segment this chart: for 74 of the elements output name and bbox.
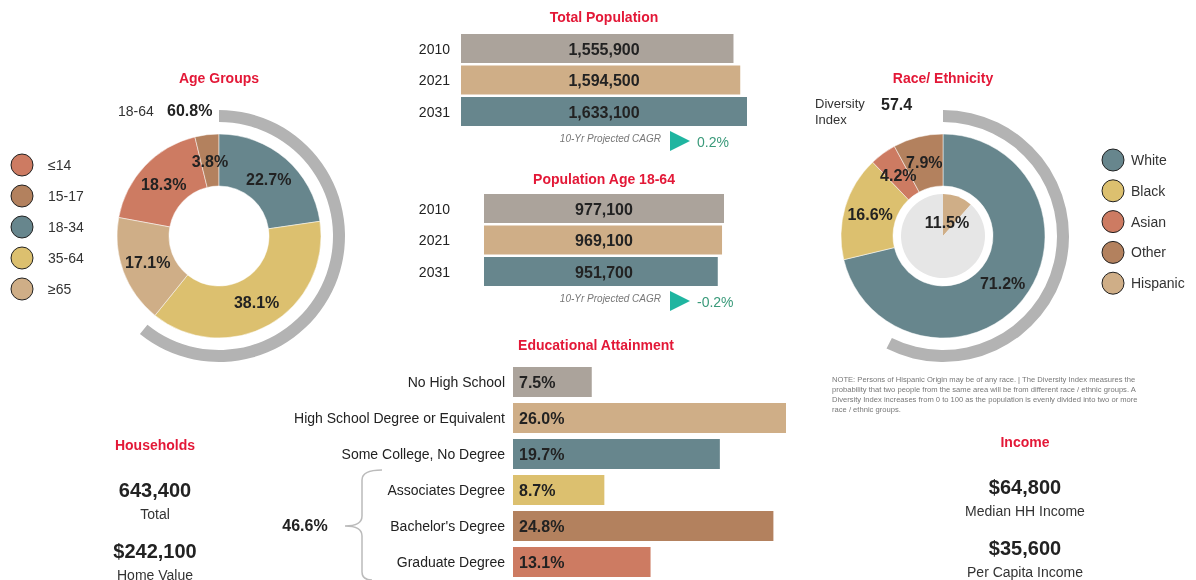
text: Total	[140, 506, 170, 522]
bar	[513, 367, 592, 397]
data-label: 1,594,500	[568, 72, 640, 89]
text: 46.6%	[282, 517, 328, 534]
chart-title: Total Population	[549, 9, 659, 25]
text: 10-Yr Projected CAGR	[559, 293, 661, 304]
y-tick-label: 2031	[418, 263, 451, 280]
data-label: 11.5%	[924, 214, 970, 231]
text: 643,400	[118, 479, 192, 501]
y-tick-label: No High School	[407, 374, 505, 390]
legend-label: Asian	[1131, 213, 1167, 230]
text: 0.2%	[697, 134, 729, 150]
data-label: 26.0%	[519, 410, 565, 427]
data-label: 38.1%	[233, 294, 280, 312]
y-tick-label: Bachelor's Degree	[390, 518, 506, 534]
bar	[513, 475, 605, 505]
pie-slice	[901, 194, 985, 278]
bar	[513, 547, 651, 577]
text: 10-Yr Projected CAGR	[559, 133, 661, 144]
legend-label: Hispanic	[1131, 275, 1185, 292]
text: Income	[1000, 434, 1050, 450]
chart-title: Educational Attainment	[518, 337, 675, 353]
data-label: 18.3%	[141, 175, 187, 193]
data-label: 1,555,900	[568, 40, 640, 58]
data-label: 71.2%	[979, 275, 1026, 293]
y-tick-label: High School Degree or Equivalent	[294, 410, 506, 426]
text: Per Capita Income	[967, 564, 1084, 580]
data-label: 7.5%	[519, 374, 556, 391]
data-label: 16.6%	[847, 206, 893, 224]
text: $35,600	[988, 537, 1062, 559]
legend-label: Black	[1131, 182, 1167, 199]
chart-title: Race/ Ethnicity	[892, 70, 994, 86]
legend-label: White	[1131, 152, 1167, 168]
y-tick-label: 2031	[418, 103, 451, 120]
data-label: 13.1%	[519, 554, 565, 571]
text: Median HH Income	[965, 503, 1086, 519]
data-label: 8.7%	[519, 482, 556, 499]
data-label: 24.8%	[519, 518, 565, 535]
text: Home Value	[116, 567, 194, 580]
chart-title: Age Groups	[178, 70, 260, 86]
text: 57.4	[881, 96, 913, 113]
bar	[513, 439, 720, 469]
bar	[513, 511, 774, 541]
y-tick-label: Some College, No Degree	[341, 446, 506, 462]
legend-label: Other	[1131, 244, 1167, 261]
y-tick-label: 2021	[418, 72, 451, 88]
text: Households	[114, 437, 196, 453]
text: 18-64	[118, 103, 155, 119]
text: -0.2%	[697, 294, 734, 310]
legend-label: ≥65	[48, 281, 72, 297]
text: $64,800	[988, 476, 1062, 498]
y-tick-label: 2021	[418, 232, 451, 248]
y-tick-label: 2010	[418, 40, 451, 57]
y-tick-label: Graduate Degree	[396, 554, 506, 570]
data-label: 22.7%	[246, 170, 292, 188]
data-label: 977,100	[575, 200, 634, 218]
data-label: 19.7%	[519, 446, 565, 463]
data-label: 3.8%	[191, 152, 229, 170]
legend-label: 15-17	[48, 188, 85, 204]
legend-label: ≤14	[48, 157, 72, 173]
text: 60.8%	[167, 102, 213, 119]
y-tick-label: Associates Degree	[387, 482, 506, 498]
data-label: 969,100	[575, 232, 634, 249]
data-label: 17.1%	[125, 254, 171, 272]
legend-label: 18-34	[48, 219, 85, 235]
text: Diversity Index	[815, 96, 866, 127]
text: $242,100	[113, 540, 197, 562]
chart-title: Population Age 18-64	[533, 171, 676, 187]
y-tick-label: 2010	[418, 200, 451, 217]
data-label: 951,700	[575, 263, 634, 281]
bar	[513, 403, 786, 433]
donut-slice	[843, 133, 1046, 339]
data-label: 1,633,100	[568, 103, 640, 121]
legend-label: 35-64	[48, 250, 85, 266]
